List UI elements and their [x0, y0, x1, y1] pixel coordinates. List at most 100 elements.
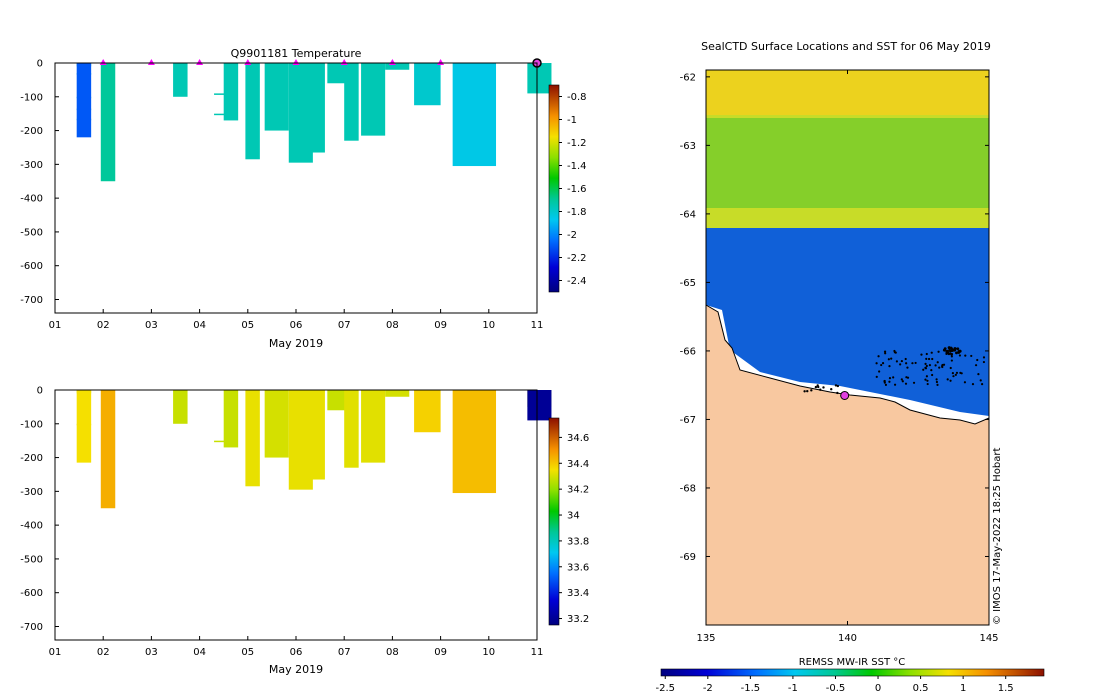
seal-location-dot [928, 364, 932, 367]
seal-location-dot [925, 352, 928, 356]
seal-location-dot [925, 364, 928, 368]
seal-location-dot [964, 354, 967, 357]
seal-location-dot [949, 366, 952, 370]
sst-cb-tick-label: -0.5 [826, 683, 846, 694]
seal-location-dot [830, 388, 833, 391]
salinity-cb-tick-label: 33.2 [567, 614, 589, 625]
salinity-cb-tick-label: 33.8 [567, 536, 589, 547]
seal-location-dot [949, 349, 952, 353]
sst-cb-tick-label: 0.5 [913, 683, 929, 694]
sst-colorbar-ticks: -2.5 -2 -1.5 -1 -0.5 0 0.5 1 1.5 [655, 676, 1014, 694]
seal-location-dot [881, 362, 885, 365]
seal-location-dot [806, 389, 809, 393]
seal-location-dot [900, 359, 903, 363]
map-warm-band-yellow [706, 70, 989, 115]
salinity-xtick-label: 02 [97, 647, 110, 658]
seal-location-dot [979, 379, 982, 382]
seal-location-dot [836, 391, 839, 395]
salinity-profile-cell [264, 390, 289, 458]
temperature-ytick-label: -200 [20, 126, 43, 137]
temperature-ytick-label: -400 [20, 194, 43, 205]
seal-location-dot [982, 356, 986, 359]
salinity-profile-cell [100, 390, 116, 509]
seal-location-dot [947, 346, 951, 350]
seal-location-dot [959, 371, 962, 374]
temperature-plot-area [76, 58, 552, 182]
temperature-profile-cell [214, 113, 229, 116]
seal-location-dot [883, 380, 886, 383]
salinity-colorbar-ticks: 34.6 34.4 34.2 34 33.8 33.6 33.4 33.2 [559, 433, 589, 625]
surface-marker [437, 59, 445, 65]
salinity-xtick-label: 04 [193, 647, 206, 658]
seal-location-dot [981, 383, 984, 386]
temperature-xtick-label: 05 [241, 320, 254, 331]
temperature-profile-cell [100, 63, 116, 182]
salinity-ytick-label: -300 [20, 487, 43, 498]
temperature-cb-tick-label: -1.6 [567, 184, 587, 195]
temperature-cb-tick-label: -2.4 [567, 276, 587, 287]
sst-cb-tick-label: -1 [788, 683, 798, 694]
seal-location-dot [892, 376, 895, 379]
seal-location-dot [893, 349, 896, 353]
map-area [705, 70, 990, 626]
temperature-cb-tick-label: -0.8 [567, 92, 587, 103]
seal-location-dot [935, 378, 938, 381]
salinity-xtick-label: 08 [386, 647, 399, 658]
seal-location-dot [934, 364, 937, 367]
seal-location-dot [970, 354, 973, 358]
sst-colorbar [660, 668, 1045, 677]
map-lon-ticks: 135 140 145 [696, 70, 999, 644]
seal-location-dot [925, 357, 928, 360]
seal-location-dot [950, 352, 954, 356]
seal-location-dot [922, 368, 925, 371]
salinity-y-ticks: 0 -100 -200 -300 -400 -500 -600 -700 [20, 386, 59, 633]
seal-location-dot [822, 386, 825, 389]
seal-location-dot [942, 363, 946, 366]
temperature-xlabel: May 2019 [269, 337, 323, 350]
salinity-ytick-label: -600 [20, 588, 43, 599]
temperature-profile-cell [344, 63, 359, 141]
salinity-profile-cell [245, 390, 260, 487]
temperature-ytick-label: -600 [20, 261, 43, 272]
seal-location-dot [947, 352, 951, 356]
temperature-colorbar [548, 84, 560, 293]
seal-location-dot [803, 390, 806, 393]
salinity-profile-cell [310, 390, 325, 480]
seal-location-dot [884, 352, 887, 355]
map-green-band [706, 118, 989, 208]
temperature-profile-cell [385, 63, 410, 70]
temperature-xtick-label: 03 [145, 320, 158, 331]
seal-location-dot [951, 371, 954, 375]
salinity-xtick-label: 06 [290, 647, 303, 658]
temperature-cb-tick-label: -1.4 [567, 161, 587, 172]
seal-location-dot [914, 361, 917, 365]
temperature-y-ticks: 0 -100 -200 -300 -400 -500 -600 -700 [20, 59, 59, 306]
sst-cb-tick-label: 1 [960, 683, 966, 694]
salinity-xtick-label: 11 [531, 647, 544, 658]
temperature-x-ticks: 01 02 03 04 05 06 07 08 09 10 11 [49, 309, 543, 331]
temperature-ytick-label: -300 [20, 160, 43, 171]
seal-locations [803, 346, 986, 395]
seal-location-dot [905, 376, 908, 379]
seal-location-dot [895, 360, 898, 363]
map-lon-tick-label: 145 [979, 633, 998, 644]
salinity-profile-cell [344, 390, 359, 468]
seal-location-dot [976, 358, 979, 362]
temperature-profile-cell [414, 63, 441, 106]
salinity-xtick-label: 10 [482, 647, 495, 658]
map-lat-tick-label: -65 [680, 278, 696, 289]
map-lat-ticks: -62 -63 -64 -65 -66 -67 -68 -69 [680, 72, 989, 563]
seal-location-dot [883, 350, 887, 353]
salinity-colorbar [548, 417, 560, 626]
seal-location-dot [982, 360, 986, 364]
seal-location-dot [971, 383, 975, 386]
seal-location-dot [977, 373, 980, 376]
surface-marker [388, 59, 396, 65]
temperature-xtick-label: 08 [386, 320, 399, 331]
salinity-cb-tick-label: 34.6 [567, 433, 589, 444]
salinity-cb-tick-label: 34 [567, 511, 580, 522]
seal-location-dot [904, 382, 908, 385]
temperature-cb-tick-label: -2 [567, 230, 577, 241]
seal-location-dot [887, 358, 890, 361]
sst-cb-tick-label: -2 [703, 683, 713, 694]
